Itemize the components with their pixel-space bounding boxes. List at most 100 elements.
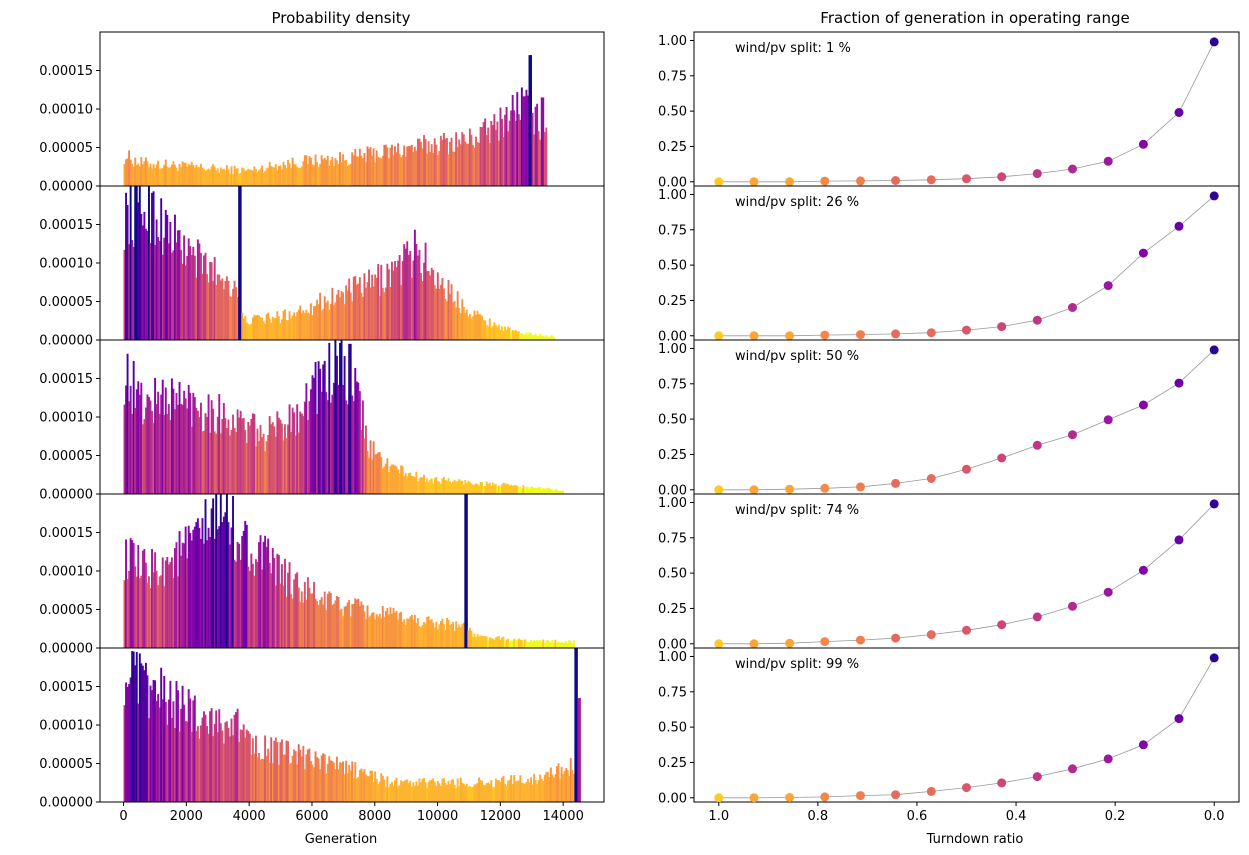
histogram-bar [416, 138, 419, 186]
histogram-bar [456, 291, 459, 340]
histogram-bar [358, 148, 361, 186]
histogram-bar [403, 780, 406, 802]
histogram-bar [299, 749, 302, 802]
histogram-bar [170, 717, 173, 802]
histogram-bar [296, 764, 299, 802]
histogram-bar [273, 426, 276, 494]
histogram-bar [134, 566, 137, 648]
histogram-bar [348, 164, 351, 186]
histogram-bar [441, 778, 444, 802]
histogram-bar [438, 783, 441, 802]
y-tick-label: 1.00 [658, 34, 687, 49]
histogram-bar [523, 96, 526, 186]
histogram-bar [285, 167, 288, 186]
histogram-bar [397, 786, 400, 802]
histogram-bar [334, 340, 337, 494]
histogram-bar [247, 731, 250, 802]
data-point [997, 620, 1007, 630]
histogram-bar [523, 639, 526, 648]
histogram-bar [273, 167, 276, 186]
histogram-bar [170, 164, 173, 186]
histogram-bar [199, 538, 202, 648]
histogram-bar [294, 573, 297, 648]
histogram-bar [209, 536, 212, 648]
histogram-bar [409, 146, 412, 186]
histogram-bar [198, 417, 201, 494]
histogram-bar [314, 305, 317, 340]
histogram-bar [192, 392, 195, 494]
data-point [1209, 37, 1219, 47]
histogram-bar [499, 329, 502, 340]
histogram-bar [282, 310, 285, 340]
histogram-bar [453, 151, 456, 186]
histogram-bar [177, 690, 179, 802]
histogram-bar [516, 331, 519, 340]
histogram-bar [163, 237, 166, 340]
histogram-bar [508, 327, 511, 340]
histogram-bar [470, 483, 473, 494]
histogram-bar [207, 282, 210, 340]
histogram-bar [354, 149, 357, 186]
histogram-bar [135, 164, 138, 186]
histogram-bar [172, 161, 175, 186]
axes-frame [693, 647, 1240, 803]
series-line [718, 41, 1215, 183]
histogram-bar [241, 418, 244, 494]
histogram-bar [157, 693, 160, 802]
histogram-bar [410, 786, 413, 802]
histogram-bar [224, 512, 227, 648]
histogram-bar [427, 781, 430, 802]
histogram-bar [551, 774, 554, 802]
histogram-bar [335, 756, 338, 802]
histogram-bar [322, 753, 325, 802]
histogram-bar [485, 636, 488, 648]
histogram-bar [326, 300, 329, 340]
data-point [1174, 714, 1184, 724]
data-point [749, 177, 759, 187]
histogram-bar [569, 758, 572, 802]
histogram-bar [360, 292, 363, 340]
histogram-bar [160, 575, 163, 648]
histogram-bar [144, 228, 147, 340]
histogram-bar [464, 313, 467, 340]
histogram-bar [339, 762, 341, 802]
histogram-bar [513, 638, 516, 648]
y-tick-label: 0.00005 [39, 449, 93, 464]
histogram-bar [323, 157, 326, 186]
x-tick-label: 10000 [417, 809, 458, 824]
histogram-bar [548, 336, 551, 340]
histogram-bar [154, 245, 157, 340]
histogram-bar [436, 481, 439, 494]
histogram-bar [206, 273, 209, 340]
histogram-bar [390, 613, 393, 648]
histogram-bar [204, 413, 207, 494]
histogram-bar [219, 433, 222, 494]
histogram-bar [395, 611, 398, 648]
histogram-bar [221, 278, 224, 340]
histogram-bar [138, 653, 141, 802]
histogram-bar [401, 261, 404, 340]
histogram-bar [366, 146, 369, 186]
histogram-bar [284, 558, 286, 648]
histogram-bar [178, 531, 181, 648]
histogram-bar [190, 426, 193, 494]
histogram-bar [224, 170, 227, 186]
histogram-bar [248, 570, 251, 648]
histogram-bar [380, 264, 383, 340]
histogram-bar [239, 186, 242, 340]
histogram-bar [372, 612, 375, 648]
histogram-bar [531, 641, 534, 648]
histogram-bar [369, 440, 372, 494]
histogram-bar [534, 641, 537, 648]
histogram-bar [218, 709, 221, 802]
histogram-bar [496, 121, 499, 186]
histogram-bar [300, 591, 303, 648]
histogram-bar [253, 753, 256, 802]
histogram-bar [300, 166, 303, 186]
histogram-bar [387, 614, 390, 648]
y-tick-label: 0.00 [658, 483, 687, 498]
histogram-bar [173, 164, 176, 186]
histogram-bar [199, 164, 202, 186]
histogram-bar [407, 473, 410, 494]
histogram-bar [296, 572, 299, 648]
